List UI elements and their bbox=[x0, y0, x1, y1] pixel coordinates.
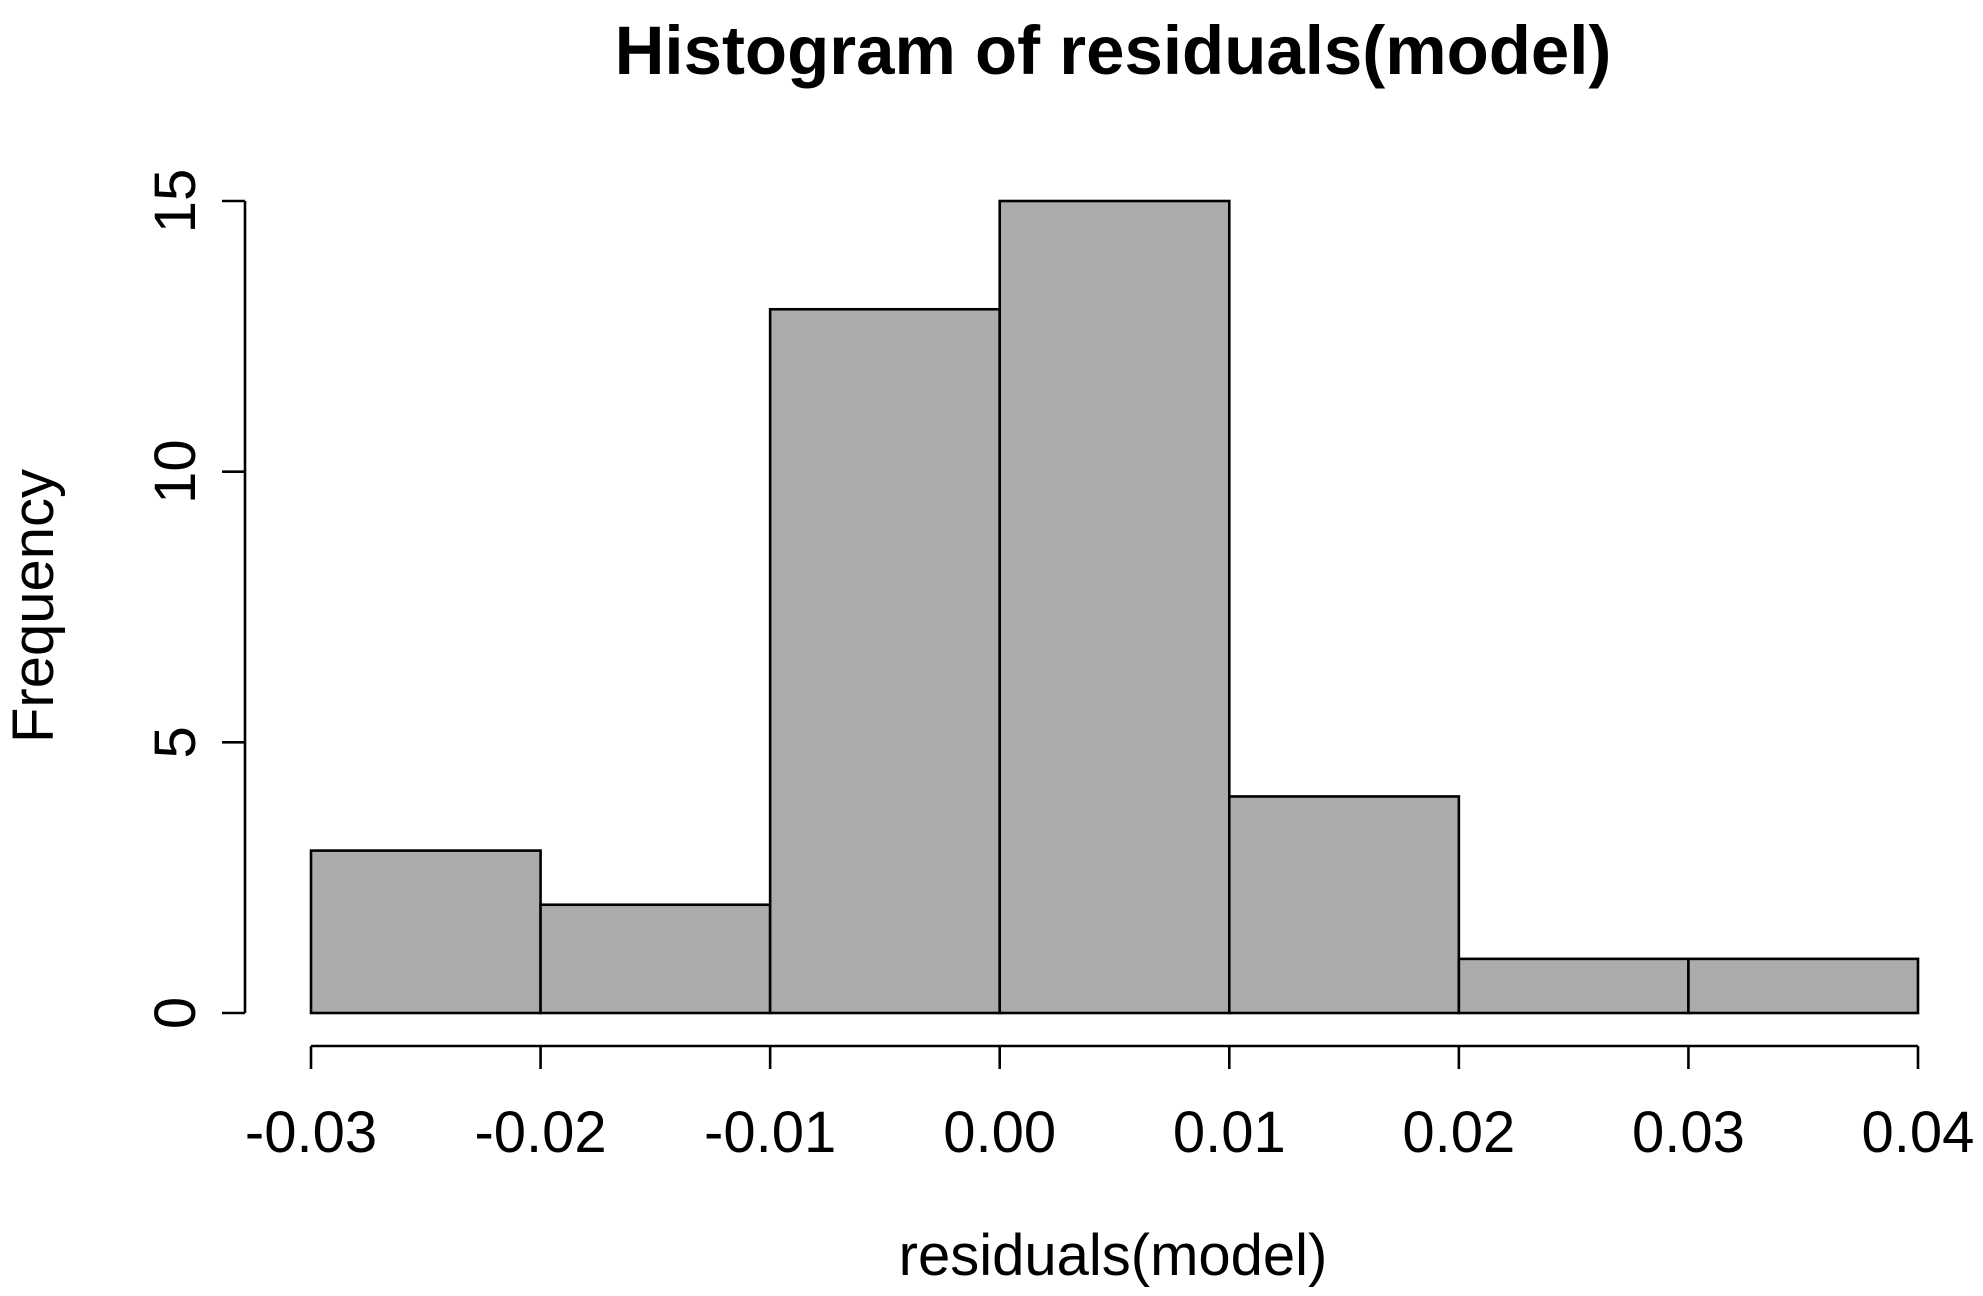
histogram-bar-5 bbox=[1457, 957, 1690, 1015]
y-axis: 0 5 10 15 bbox=[143, 169, 247, 1029]
x-tick-label-6: 0.03 bbox=[1632, 1100, 1745, 1165]
x-tick-label-5: 0.02 bbox=[1402, 1100, 1515, 1165]
x-tick-label-0: -0.03 bbox=[245, 1100, 377, 1165]
x-tick-label-4: 0.01 bbox=[1173, 1100, 1286, 1165]
x-tick-label-2: -0.01 bbox=[704, 1100, 836, 1165]
x-tick-label-1: -0.02 bbox=[474, 1100, 606, 1165]
histogram-bar-6 bbox=[1687, 957, 1920, 1015]
histogram-bar-1 bbox=[539, 903, 772, 1015]
histogram-bar-0 bbox=[309, 849, 542, 1015]
histogram-bar-2 bbox=[768, 307, 1002, 1015]
x-axis: -0.03 -0.02 -0.01 0.00 0.01 0.02 0.03 0.04 bbox=[245, 1044, 1975, 1165]
x-tick-label-3: 0.00 bbox=[943, 1100, 1056, 1165]
y-tick-label-2: 10 bbox=[143, 439, 208, 504]
x-axis-title: residuals(model) bbox=[899, 1223, 1328, 1288]
y-tick-label-3: 15 bbox=[143, 169, 208, 234]
histogram-bar-4 bbox=[1227, 795, 1461, 1015]
histogram-bar-3 bbox=[998, 199, 1231, 1015]
chart-title: Histogram of residuals(model) bbox=[615, 12, 1612, 89]
y-tick-label-1: 5 bbox=[143, 726, 208, 758]
x-tick-label-7: 0.04 bbox=[1862, 1100, 1975, 1165]
y-axis-title: Frequency bbox=[1, 469, 66, 743]
histogram-bars bbox=[309, 199, 1920, 1015]
y-tick-label-0: 0 bbox=[143, 997, 208, 1029]
